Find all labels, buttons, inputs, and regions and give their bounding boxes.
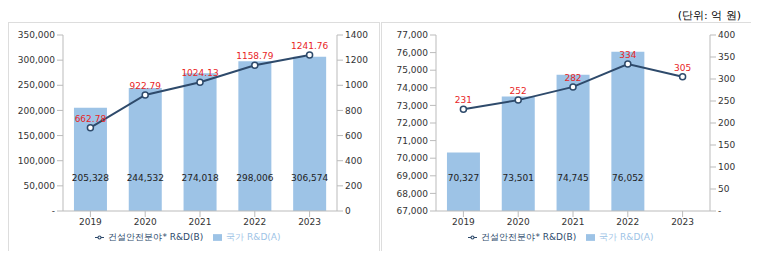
- svg-text:150: 150: [718, 140, 735, 150]
- svg-text:200: 200: [718, 118, 735, 128]
- svg-text:71,000: 71,000: [397, 136, 429, 146]
- svg-text:252: 252: [510, 86, 527, 96]
- svg-text:244,532: 244,532: [127, 173, 164, 183]
- svg-text:73,501: 73,501: [503, 173, 535, 183]
- svg-text:77,000: 77,000: [397, 30, 429, 40]
- svg-text:1200: 1200: [345, 55, 368, 65]
- svg-text:50: 50: [718, 184, 730, 194]
- svg-text:305: 305: [674, 63, 691, 73]
- svg-text:2022: 2022: [243, 217, 266, 227]
- svg-text:800: 800: [345, 106, 362, 116]
- svg-text:231: 231: [455, 95, 472, 105]
- svg-text:600: 600: [345, 131, 362, 141]
- svg-text:1158.79: 1158.79: [236, 51, 273, 61]
- svg-text:-: -: [718, 206, 721, 216]
- svg-text:68,000: 68,000: [397, 189, 429, 199]
- svg-text:2021: 2021: [562, 217, 585, 227]
- svg-text:300,000: 300,000: [18, 55, 55, 65]
- svg-text:2020: 2020: [507, 217, 530, 227]
- svg-text:2020: 2020: [134, 217, 157, 227]
- svg-text:200: 200: [345, 181, 362, 191]
- svg-text:76,052: 76,052: [612, 173, 644, 183]
- svg-text:2021: 2021: [189, 217, 212, 227]
- svg-text:0: 0: [345, 206, 351, 216]
- svg-text:76,000: 76,000: [397, 48, 429, 58]
- svg-text:300: 300: [718, 74, 735, 84]
- svg-text:72,000: 72,000: [397, 118, 429, 128]
- svg-text:1000: 1000: [345, 80, 368, 90]
- html-text:건설안전분야* R&D(B): 건설안전분야* R&D(B): [481, 232, 577, 242]
- svg-text:-: -: [52, 206, 55, 216]
- svg-text:70,327: 70,327: [448, 173, 480, 183]
- html-text:(단위: 억 원): (단위: 억 원): [677, 9, 741, 22]
- svg-text:73,000: 73,000: [397, 101, 429, 111]
- svg-text:306,574: 306,574: [291, 173, 328, 183]
- svg-text:922.79: 922.79: [129, 81, 161, 91]
- svg-text:350,000: 350,000: [18, 30, 55, 40]
- svg-text:150,000: 150,000: [18, 131, 55, 141]
- svg-text:334: 334: [619, 50, 636, 60]
- svg-text:2019: 2019: [79, 217, 102, 227]
- svg-text:200,000: 200,000: [18, 106, 55, 116]
- html-text:건설안전분야* R&D(B): 건설안전분야* R&D(B): [108, 232, 204, 242]
- svg-text:50,000: 50,000: [24, 181, 56, 191]
- svg-text:274,018: 274,018: [181, 173, 218, 183]
- svg-text:400: 400: [345, 156, 362, 166]
- svg-text:298,006: 298,006: [236, 173, 273, 183]
- svg-text:2019: 2019: [452, 217, 475, 227]
- svg-text:75,000: 75,000: [397, 65, 429, 75]
- svg-text:70,000: 70,000: [397, 153, 429, 163]
- svg-text:74,745: 74,745: [557, 173, 589, 183]
- svg-text:282: 282: [564, 73, 581, 83]
- svg-text:100,000: 100,000: [18, 156, 55, 166]
- svg-text:69,000: 69,000: [397, 171, 429, 181]
- svg-text:1024.13: 1024.13: [181, 68, 218, 78]
- svg-text:2022: 2022: [616, 217, 639, 227]
- svg-text:250,000: 250,000: [18, 80, 55, 90]
- html-text:국가 R&D(A): 국가 R&D(A): [226, 232, 281, 242]
- svg-text:1400: 1400: [345, 30, 368, 40]
- svg-text:67,000: 67,000: [397, 206, 429, 216]
- svg-text:400: 400: [718, 30, 735, 40]
- svg-text:74,000: 74,000: [397, 83, 429, 93]
- svg-text:2023: 2023: [671, 217, 694, 227]
- svg-text:2023: 2023: [298, 217, 321, 227]
- svg-text:350: 350: [718, 52, 735, 62]
- svg-text:100: 100: [718, 162, 735, 172]
- html-text:국가 R&D(A): 국가 R&D(A): [599, 232, 654, 242]
- svg-text:662.78: 662.78: [75, 114, 107, 124]
- svg-text:250: 250: [718, 96, 735, 106]
- svg-text:205,328: 205,328: [72, 173, 109, 183]
- svg-text:1241.76: 1241.76: [291, 41, 328, 51]
